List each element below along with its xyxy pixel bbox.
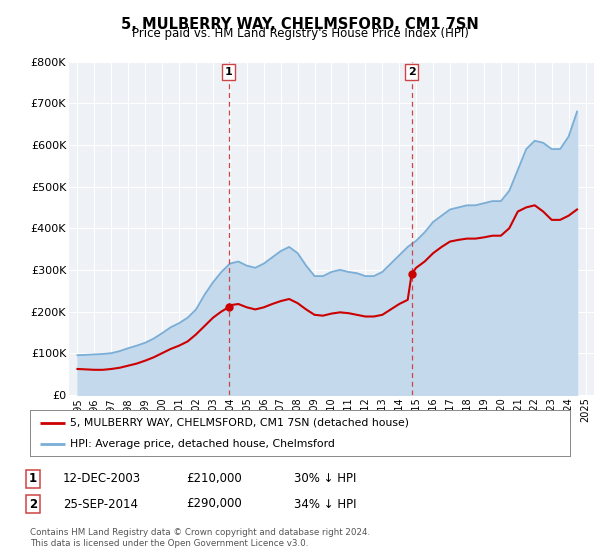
Text: 30% ↓ HPI: 30% ↓ HPI (294, 472, 356, 486)
Text: £290,000: £290,000 (186, 497, 242, 511)
Text: 12-DEC-2003: 12-DEC-2003 (63, 472, 141, 486)
Text: Contains HM Land Registry data © Crown copyright and database right 2024.
This d: Contains HM Land Registry data © Crown c… (30, 528, 370, 548)
Text: 1: 1 (29, 472, 37, 486)
Text: 5, MULBERRY WAY, CHELMSFORD, CM1 7SN (detached house): 5, MULBERRY WAY, CHELMSFORD, CM1 7SN (de… (71, 418, 409, 428)
Text: 5, MULBERRY WAY, CHELMSFORD, CM1 7SN: 5, MULBERRY WAY, CHELMSFORD, CM1 7SN (121, 17, 479, 32)
Text: 34% ↓ HPI: 34% ↓ HPI (294, 497, 356, 511)
Text: 2: 2 (29, 497, 37, 511)
Text: 2: 2 (408, 67, 415, 77)
Text: 25-SEP-2014: 25-SEP-2014 (63, 497, 138, 511)
Text: 1: 1 (224, 67, 232, 77)
Text: Price paid vs. HM Land Registry's House Price Index (HPI): Price paid vs. HM Land Registry's House … (131, 27, 469, 40)
Text: £210,000: £210,000 (186, 472, 242, 486)
Text: HPI: Average price, detached house, Chelmsford: HPI: Average price, detached house, Chel… (71, 439, 335, 449)
